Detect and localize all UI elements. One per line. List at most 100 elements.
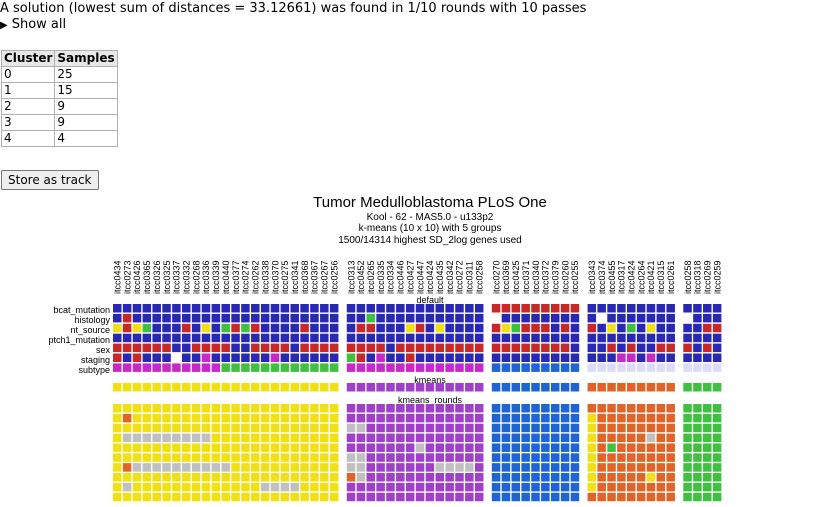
annotation-cell-staging — [570, 353, 580, 362]
kmeans-round-cell — [703, 473, 712, 482]
annotation-cell-subtype — [415, 363, 425, 372]
kmeans-round-cell — [211, 453, 221, 462]
annotation-cell-subtype — [465, 363, 474, 372]
annotation-cell-subtype — [550, 363, 560, 372]
annotation-cell-nt-source — [231, 323, 240, 333]
annotation-cell-sex — [587, 343, 597, 353]
annotation-cell-histology — [270, 313, 280, 323]
kmeans-round-cell — [310, 473, 319, 482]
annotation-cell-staging — [617, 353, 626, 362]
kmeans-round-cell — [491, 443, 501, 452]
kmeans-round-cell — [415, 453, 425, 462]
sample-label: itcc0274 — [241, 260, 251, 294]
kmeans-round-cell — [617, 433, 626, 443]
annotation-cell-nt-source — [320, 323, 329, 333]
kmeans-round-cell — [541, 404, 550, 413]
annotation-cell-histology — [386, 313, 395, 323]
kmeans-round-cell — [445, 413, 454, 423]
sample-label: itcc0259 — [712, 260, 722, 294]
annotation-cell-staging — [162, 353, 171, 362]
annotation-cell-sex — [465, 343, 474, 353]
cluster-cell: 3 — [0, 114, 56, 131]
kmeans-cell — [290, 383, 299, 392]
kmeans-round-cell — [656, 473, 666, 482]
kmeans-round-cell — [346, 423, 356, 433]
annotation-cell-histology — [191, 313, 201, 323]
kmeans-cell — [280, 383, 290, 392]
store-as-track-button[interactable]: Store as track — [1, 170, 99, 190]
annotation-cell-bcat-mutation — [356, 304, 366, 313]
annotation-cell-bcat-mutation — [597, 304, 606, 313]
kmeans-round-cell — [597, 492, 606, 502]
kmeans-round-cell — [521, 423, 530, 433]
kmeans-round-cell — [270, 404, 280, 413]
annotation-cell-sex — [221, 343, 230, 353]
cluster-cell: 4 — [0, 130, 56, 147]
annotation-cell-bcat-mutation — [465, 304, 474, 313]
kmeans-round-cell — [132, 423, 142, 433]
kmeans-round-cell — [396, 463, 405, 472]
kmeans-round-cell — [541, 443, 550, 452]
kmeans-round-cell — [636, 492, 646, 502]
kmeans-round-cell — [531, 473, 540, 482]
annotation-cell-ptch1-mutation — [122, 333, 132, 343]
kmeans-round-cell — [280, 433, 290, 443]
annotation-cell-bcat-mutation — [570, 304, 580, 313]
kmeans-round-cell — [560, 423, 570, 433]
annotation-cell-histology — [366, 313, 375, 323]
kmeans-round-cell — [474, 404, 484, 413]
kmeans-round-cell — [201, 413, 211, 423]
annotation-cell-histology — [415, 313, 425, 323]
kmeans-round-cell — [541, 453, 550, 462]
annotation-cell-ptch1-mutation — [172, 333, 181, 343]
annotation-cell-bcat-mutation — [445, 304, 454, 313]
kmeans-round-cell — [182, 443, 191, 452]
kmeans-round-cell — [251, 473, 260, 482]
annotation-cell-sex — [712, 343, 722, 353]
annotation-cell-histology — [142, 313, 152, 323]
show-all-toggle[interactable]: ▶ Show all — [0, 17, 66, 32]
kmeans-round-cell — [550, 413, 560, 423]
kmeans-round-cell — [455, 453, 464, 462]
kmeans-round-cell — [560, 492, 570, 502]
kmeans-round-cell — [152, 423, 161, 433]
kmeans-round-cell — [405, 413, 415, 423]
annotation-cell-bcat-mutation — [560, 304, 570, 313]
kmeans-round-cell — [211, 404, 221, 413]
annotation-cell-ptch1-mutation — [455, 333, 464, 343]
annotation-cell-subtype — [666, 363, 675, 372]
kmeans-round-cell — [425, 413, 435, 423]
annotation-cell-staging — [703, 353, 712, 362]
annotation-cell-ptch1-mutation — [465, 333, 474, 343]
annotation-cell-ptch1-mutation — [570, 333, 580, 343]
sample-label: itcc0260 — [560, 260, 570, 294]
annotation-cell-sex — [491, 343, 501, 353]
sample-label: itcc0379 — [550, 260, 560, 294]
annotation-cell-bcat-mutation — [211, 304, 221, 313]
annotation-cell-nt-source — [666, 323, 675, 333]
annotation-cell-bcat-mutation — [646, 304, 656, 313]
annotation-cell-staging — [122, 353, 132, 362]
sample-label: itcc0335 — [376, 260, 386, 294]
annotation-cell-ptch1-mutation — [627, 333, 636, 343]
kmeans-round-cell — [366, 482, 375, 492]
kmeans-round-cell — [280, 463, 290, 472]
annotation-cell-ptch1-mutation — [445, 333, 454, 343]
kmeans-round-cell — [646, 453, 656, 462]
annotation-cell-subtype — [531, 363, 540, 372]
kmeans-round-cell — [300, 482, 309, 492]
annotation-cell-staging — [712, 353, 722, 362]
annotation-cell-ptch1-mutation — [182, 333, 191, 343]
kmeans-round-cell — [366, 443, 375, 452]
kmeans-round-cell — [270, 482, 280, 492]
annotation-cell-bcat-mutation — [113, 304, 122, 313]
annotation-cell-subtype — [445, 363, 454, 372]
kmeans-round-cell — [356, 463, 366, 472]
kmeans-round-cell — [300, 463, 309, 472]
kmeans-round-cell — [627, 453, 636, 462]
annotation-cell-ptch1-mutation — [320, 333, 329, 343]
annotation-cell-staging — [425, 353, 435, 362]
annotation-cell-nt-source — [683, 323, 692, 333]
kmeans-round-cell — [587, 433, 597, 443]
annotation-cell-ptch1-mutation — [211, 333, 221, 343]
